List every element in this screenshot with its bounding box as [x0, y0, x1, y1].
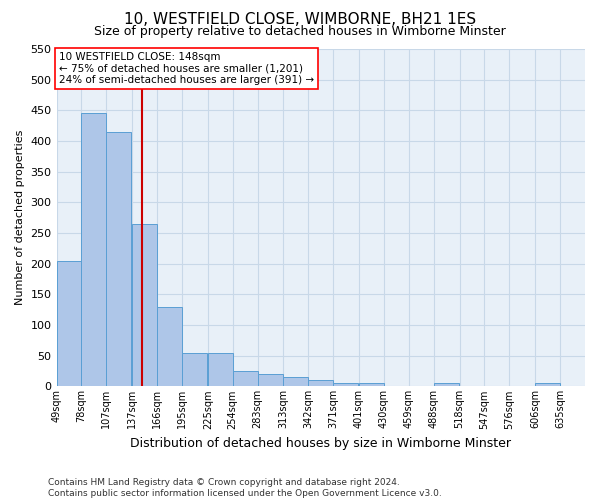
X-axis label: Distribution of detached houses by size in Wimborne Minster: Distribution of detached houses by size … [130, 437, 511, 450]
Text: Contains HM Land Registry data © Crown copyright and database right 2024.
Contai: Contains HM Land Registry data © Crown c… [48, 478, 442, 498]
Bar [283, 377, 308, 386]
Bar [182, 352, 207, 386]
Text: Size of property relative to detached houses in Wimborne Minster: Size of property relative to detached ho… [94, 25, 506, 38]
Bar [257, 374, 283, 386]
Bar [106, 132, 131, 386]
Y-axis label: Number of detached properties: Number of detached properties [15, 130, 25, 306]
Bar [56, 260, 82, 386]
Bar [535, 384, 560, 386]
Bar [434, 384, 458, 386]
Bar [233, 371, 257, 386]
Bar [208, 352, 233, 386]
Bar [157, 306, 182, 386]
Bar [82, 114, 106, 386]
Bar [132, 224, 157, 386]
Bar [333, 384, 358, 386]
Bar [308, 380, 333, 386]
Text: 10 WESTFIELD CLOSE: 148sqm
← 75% of detached houses are smaller (1,201)
24% of s: 10 WESTFIELD CLOSE: 148sqm ← 75% of deta… [59, 52, 314, 86]
Bar [359, 384, 384, 386]
Text: 10, WESTFIELD CLOSE, WIMBORNE, BH21 1ES: 10, WESTFIELD CLOSE, WIMBORNE, BH21 1ES [124, 12, 476, 28]
